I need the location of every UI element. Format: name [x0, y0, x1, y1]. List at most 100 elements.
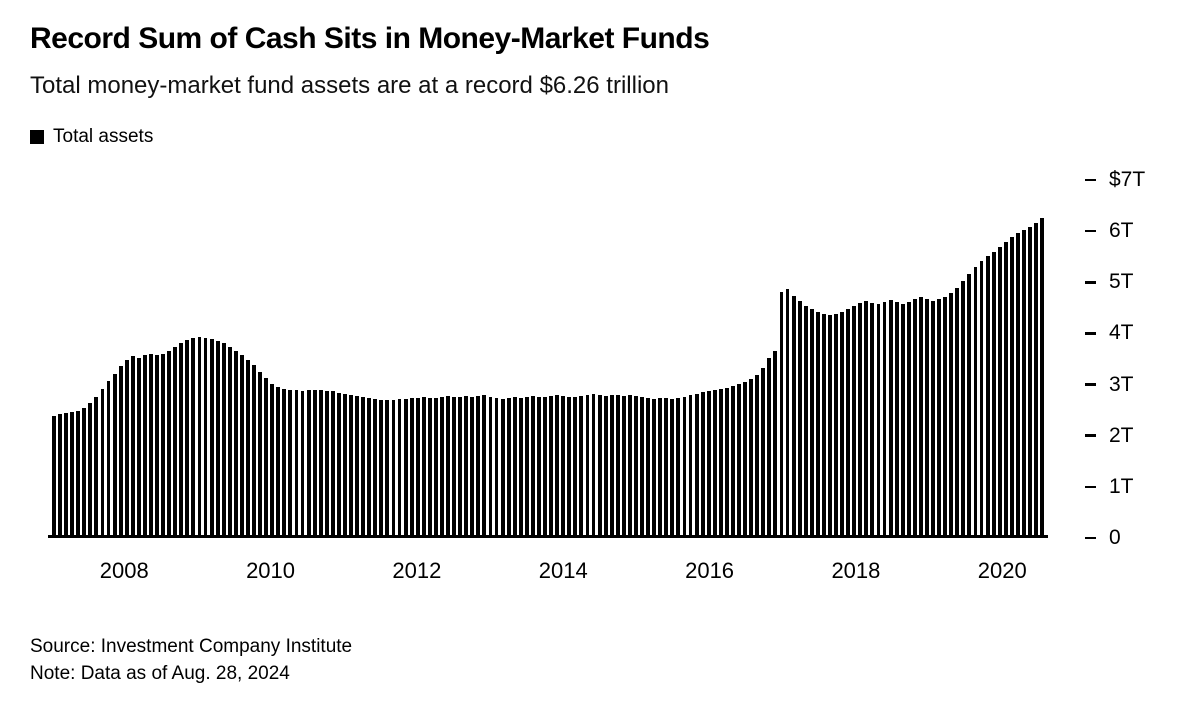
y-axis-label: 2T [1109, 423, 1134, 447]
bar [324, 390, 329, 535]
bar [688, 395, 693, 535]
bar [888, 299, 893, 535]
tick-dash-icon [1085, 485, 1096, 489]
bar [640, 397, 644, 535]
bar [367, 397, 372, 535]
bar [967, 273, 972, 535]
legend-swatch-icon [30, 130, 44, 144]
bar [82, 408, 87, 535]
bar [882, 301, 887, 535]
bar [336, 392, 341, 535]
bar [876, 304, 881, 535]
bar [233, 351, 238, 535]
bar [840, 311, 844, 535]
source-note: Source: Investment Company Institute [30, 636, 353, 657]
plot-area [48, 180, 1048, 538]
bar [161, 353, 165, 535]
bar [949, 292, 954, 535]
bar [1009, 236, 1014, 535]
bar [543, 397, 547, 535]
bar [809, 309, 814, 535]
x-axis: 2008 2010 2012 2014 2016 2018 2020 [48, 552, 1048, 583]
bar [246, 360, 250, 535]
bar [700, 392, 705, 535]
bar [955, 287, 960, 535]
bar [506, 398, 511, 535]
bar [361, 396, 366, 535]
tick-dash-icon [1085, 178, 1096, 182]
data-note: Note: Data as of Aug. 28, 2024 [30, 663, 290, 684]
bar [58, 414, 62, 535]
bar [185, 339, 190, 535]
bar [894, 301, 899, 535]
bar [652, 398, 657, 535]
bar [318, 390, 323, 535]
bars-container [52, 180, 1045, 535]
bar [931, 300, 935, 535]
bar [415, 398, 420, 535]
bar [627, 395, 632, 535]
y-axis-label: 5T [1109, 270, 1134, 294]
bar [88, 403, 93, 535]
bar [500, 399, 505, 535]
bar [712, 389, 717, 535]
bar [567, 396, 572, 535]
bar [421, 397, 426, 535]
bar [676, 397, 681, 535]
bar [846, 309, 851, 535]
bar [549, 396, 553, 535]
bar [973, 267, 978, 535]
bar [797, 300, 802, 535]
bar [258, 371, 262, 535]
bar [573, 397, 578, 535]
bar [749, 378, 754, 535]
bar [70, 412, 75, 535]
bar [634, 396, 638, 535]
bar [124, 360, 129, 535]
bar [179, 343, 184, 535]
bar [155, 355, 159, 535]
bar [209, 339, 214, 535]
y-axis: $7T 6T 5T 4T 3T 2T 1T 0 [1085, 168, 1195, 549]
y-axis-label: 0 [1109, 526, 1121, 549]
bar [718, 388, 723, 535]
bar [433, 398, 438, 535]
bar [597, 395, 602, 535]
tick-dash-icon [1085, 536, 1096, 540]
bar [834, 313, 838, 535]
bar [991, 252, 996, 535]
y-axis-label: 4T [1109, 321, 1134, 345]
bar [446, 396, 450, 535]
bar [512, 397, 517, 535]
bar [1028, 226, 1032, 535]
x-axis-label: 2008 [99, 558, 149, 583]
bar [603, 395, 608, 535]
bar [858, 302, 863, 535]
bar [791, 295, 796, 535]
bar [664, 398, 669, 535]
x-axis-label: 2012 [392, 558, 442, 583]
x-axis-label: 2018 [831, 558, 881, 583]
bar [149, 353, 153, 535]
bar [1034, 223, 1038, 535]
bar [555, 395, 560, 535]
bar [427, 397, 432, 535]
bar [270, 383, 275, 535]
bar [779, 291, 784, 535]
bar [785, 288, 790, 535]
bar [864, 300, 869, 535]
bar [537, 396, 541, 535]
bar [621, 396, 626, 535]
bar [464, 396, 469, 535]
bar [397, 399, 402, 535]
bar [173, 347, 178, 535]
bar [94, 396, 99, 535]
bar [694, 393, 699, 535]
bar [494, 398, 499, 535]
bar [476, 395, 481, 535]
bar [391, 399, 396, 535]
y-axis-tick: 3T [1085, 373, 1134, 397]
bar [1003, 241, 1008, 535]
bar [985, 256, 990, 535]
tick-dash-icon [1085, 281, 1096, 284]
